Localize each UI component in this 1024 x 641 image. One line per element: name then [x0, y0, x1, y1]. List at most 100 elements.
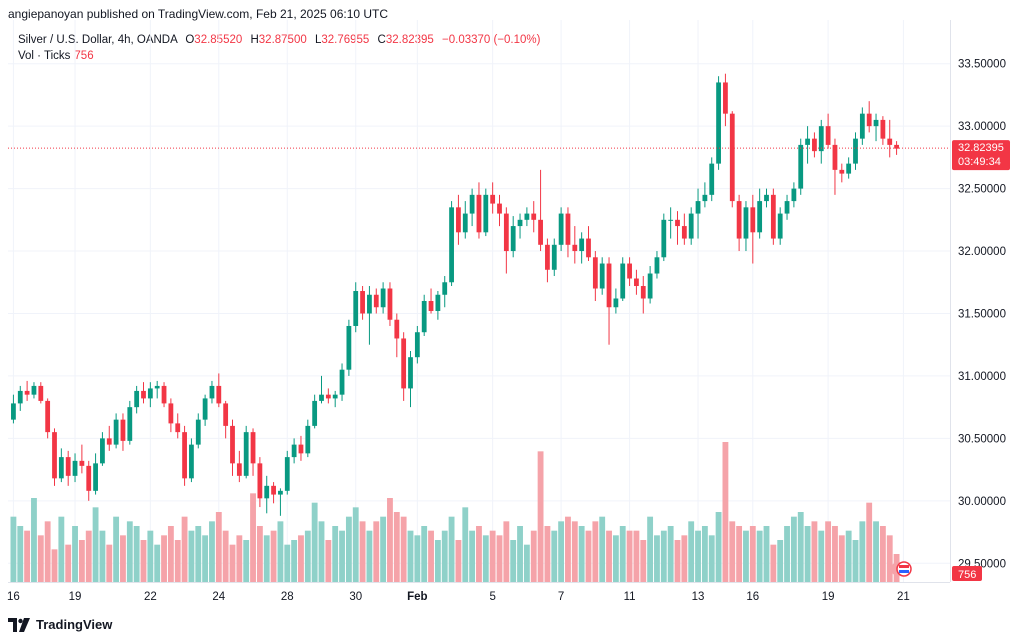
volume-bar — [619, 526, 626, 582]
candle-body — [168, 403, 174, 424]
volume-bar — [359, 521, 366, 582]
candle-body — [729, 113, 735, 202]
volume-bar — [188, 530, 195, 582]
volume-bar — [660, 530, 667, 582]
price-tick-label: 31.00000 — [958, 371, 1006, 383]
time-tick-label: 7 — [558, 591, 564, 603]
volume-bar — [161, 535, 167, 582]
volume-bar — [455, 540, 462, 582]
volume-bar — [729, 521, 736, 582]
candle-body — [58, 457, 64, 479]
volume-bar — [626, 530, 633, 582]
volume-bar — [859, 521, 866, 582]
ohlc-legend: Silver / U.S. Dollar, 4h, OANDA O32.8552… — [18, 34, 540, 46]
candle-body — [586, 238, 591, 258]
candle-body — [147, 388, 153, 399]
volume-bar — [832, 526, 838, 582]
volume-bar — [886, 535, 893, 582]
candle-body — [332, 394, 338, 399]
candle-body — [770, 194, 776, 239]
volume-bar — [647, 516, 654, 582]
candle-body — [510, 226, 516, 252]
last-price-text: 32.82395 — [958, 142, 1004, 154]
candle-body — [551, 244, 557, 270]
volume-bar — [17, 526, 24, 582]
volume-bar — [811, 521, 818, 582]
volume-bar — [558, 521, 565, 582]
symbol-title[interactable]: Silver / U.S. Dollar, 4h, OANDA — [18, 34, 178, 46]
volume-bar — [24, 530, 31, 582]
volume-bar — [818, 530, 825, 582]
publisher-header: angiepanoyan published on TradingView.co… — [8, 7, 389, 21]
volume-bar — [879, 526, 886, 582]
candle-body — [627, 263, 632, 279]
candle-body — [428, 301, 434, 311]
volume-bar — [72, 526, 78, 582]
high-label: H — [250, 34, 259, 46]
volume-bar — [256, 526, 263, 582]
volume-bar — [78, 540, 85, 582]
footer-brand[interactable]: TradingView — [8, 617, 112, 632]
volume-bar — [243, 540, 250, 582]
candle-body — [592, 257, 598, 289]
candle-body — [11, 403, 16, 420]
high-value: 32.87500 — [258, 34, 307, 46]
candle-body — [620, 263, 626, 299]
close-value: 32.82395 — [385, 34, 434, 46]
time-tick-label: 16 — [7, 591, 20, 603]
candle-body — [230, 425, 235, 464]
candle-body — [387, 288, 393, 320]
candle-body — [421, 301, 427, 333]
candle-body — [517, 219, 523, 227]
candle-body — [661, 219, 667, 258]
volume-bar — [503, 521, 510, 582]
volume-bar — [756, 530, 763, 582]
candle-body — [695, 201, 701, 214]
time-tick-label: 19 — [822, 591, 835, 603]
candle-body — [743, 207, 749, 239]
flag-icon[interactable] — [891, 561, 912, 577]
volume-bar — [325, 540, 332, 582]
chart-grid — [8, 20, 950, 582]
volume-bar — [229, 544, 236, 582]
candle-body — [709, 163, 715, 195]
candle-body — [250, 432, 256, 464]
time-tick-label: 28 — [281, 591, 294, 603]
candle-body — [497, 203, 502, 214]
volume-bar — [414, 535, 421, 582]
candle-body — [189, 444, 194, 479]
volume-bar — [31, 498, 37, 582]
volume-bar — [44, 521, 51, 582]
candle-body — [490, 194, 496, 204]
candle-body — [812, 138, 817, 152]
time-axis: 16 19 22 24 28 30 Feb 5 7 11 13 16 19 21 — [7, 591, 910, 603]
candle-body — [469, 194, 475, 214]
volume-bar — [633, 530, 640, 582]
volume-bar — [537, 451, 544, 582]
candle-body — [24, 390, 30, 395]
candle-body — [93, 463, 98, 491]
candle-body — [462, 213, 468, 233]
candle-body — [223, 403, 229, 426]
volume-bar — [407, 530, 414, 582]
volume-bar — [448, 516, 455, 582]
volume-bar — [777, 540, 784, 582]
volume-bar — [421, 526, 428, 582]
last-price-badge-bg — [952, 140, 1010, 171]
volume-bar — [749, 526, 756, 582]
low-label: L — [314, 34, 322, 46]
candle-body — [825, 126, 831, 145]
candle-body — [654, 257, 660, 274]
volume-bar — [65, 544, 72, 582]
candle-body — [257, 463, 263, 499]
candle-body — [565, 213, 571, 245]
volume-bar — [339, 530, 345, 582]
volume-label[interactable]: Vol · Ticks — [18, 50, 71, 62]
candle-body — [853, 138, 858, 164]
volume-bar — [736, 526, 743, 582]
candle-body — [702, 194, 708, 202]
candle-body — [859, 113, 865, 139]
volume-bar — [202, 535, 209, 582]
candle-body — [346, 325, 352, 370]
